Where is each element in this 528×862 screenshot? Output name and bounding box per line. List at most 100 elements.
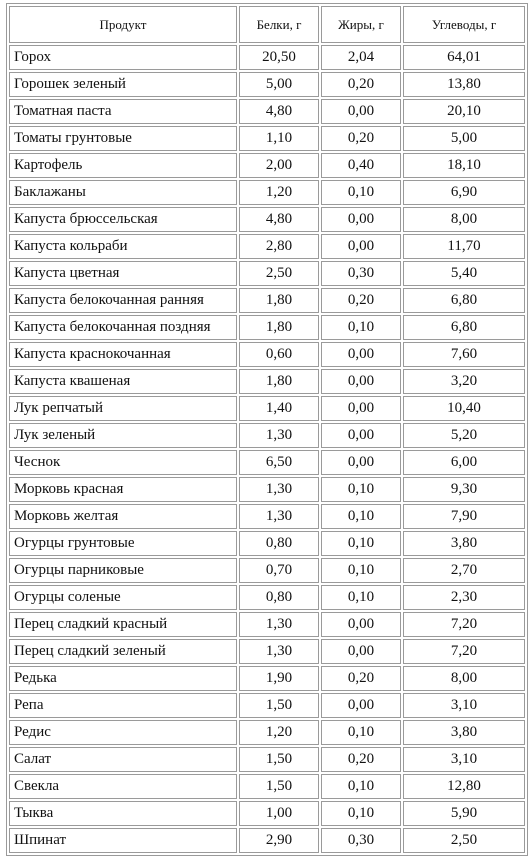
cell-carbs: 6,80 bbox=[403, 315, 525, 340]
table-row: Горошек зеленый 5,00 0,20 13,80 bbox=[9, 72, 525, 97]
table-row: Тыква 1,00 0,10 5,90 bbox=[9, 801, 525, 826]
cell-protein: 1,80 bbox=[239, 288, 319, 313]
cell-product: Репа bbox=[9, 693, 237, 718]
cell-product: Картофель bbox=[9, 153, 237, 178]
cell-carbs: 11,70 bbox=[403, 234, 525, 259]
cell-product: Перец сладкий зеленый bbox=[9, 639, 237, 664]
cell-fat: 0,00 bbox=[321, 234, 401, 259]
cell-fat: 0,00 bbox=[321, 450, 401, 475]
cell-carbs: 6,90 bbox=[403, 180, 525, 205]
cell-product: Лук репчатый bbox=[9, 396, 237, 421]
cell-protein: 1,80 bbox=[239, 315, 319, 340]
cell-carbs: 18,10 bbox=[403, 153, 525, 178]
cell-protein: 2,50 bbox=[239, 261, 319, 286]
cell-product: Салат bbox=[9, 747, 237, 772]
table-row: Шпинат 2,90 0,30 2,50 bbox=[9, 828, 525, 853]
cell-protein: 4,80 bbox=[239, 207, 319, 232]
header-row: Продукт Белки, г Жиры, г Углеводы, г bbox=[9, 6, 525, 43]
cell-carbs: 13,80 bbox=[403, 72, 525, 97]
cell-fat: 0,10 bbox=[321, 531, 401, 556]
table-row: Лук репчатый 1,40 0,00 10,40 bbox=[9, 396, 525, 421]
cell-carbs: 5,90 bbox=[403, 801, 525, 826]
cell-fat: 0,00 bbox=[321, 612, 401, 637]
cell-carbs: 7,20 bbox=[403, 639, 525, 664]
cell-fat: 0,00 bbox=[321, 693, 401, 718]
cell-fat: 0,10 bbox=[321, 477, 401, 502]
cell-product: Редька bbox=[9, 666, 237, 691]
cell-fat: 2,04 bbox=[321, 45, 401, 70]
cell-product: Морковь желтая bbox=[9, 504, 237, 529]
cell-product: Капуста краснокочанная bbox=[9, 342, 237, 367]
cell-protein: 2,90 bbox=[239, 828, 319, 853]
cell-carbs: 6,00 bbox=[403, 450, 525, 475]
cell-carbs: 2,30 bbox=[403, 585, 525, 610]
table-row: Морковь желтая 1,30 0,10 7,90 bbox=[9, 504, 525, 529]
cell-protein: 1,10 bbox=[239, 126, 319, 151]
cell-carbs: 3,80 bbox=[403, 531, 525, 556]
cell-protein: 6,50 bbox=[239, 450, 319, 475]
cell-carbs: 7,60 bbox=[403, 342, 525, 367]
cell-carbs: 2,70 bbox=[403, 558, 525, 583]
cell-product: Шпинат bbox=[9, 828, 237, 853]
cell-protein: 20,50 bbox=[239, 45, 319, 70]
cell-product: Капуста кольраби bbox=[9, 234, 237, 259]
cell-fat: 0,10 bbox=[321, 801, 401, 826]
header-fat: Жиры, г bbox=[321, 6, 401, 43]
cell-protein: 1,50 bbox=[239, 693, 319, 718]
cell-fat: 0,10 bbox=[321, 180, 401, 205]
cell-product: Огурцы соленые bbox=[9, 585, 237, 610]
table-row: Огурцы грунтовые 0,80 0,10 3,80 bbox=[9, 531, 525, 556]
table-row: Перец сладкий красный 1,30 0,00 7,20 bbox=[9, 612, 525, 637]
cell-protein: 1,00 bbox=[239, 801, 319, 826]
table-body: Горох 20,50 2,04 64,01 Горошек зеленый 5,00 0,… bbox=[9, 45, 525, 853]
cell-carbs: 5,00 bbox=[403, 126, 525, 151]
cell-protein: 1,90 bbox=[239, 666, 319, 691]
cell-fat: 0,20 bbox=[321, 126, 401, 151]
cell-carbs: 7,90 bbox=[403, 504, 525, 529]
cell-protein: 1,30 bbox=[239, 477, 319, 502]
table-row: Редис 1,20 0,10 3,80 bbox=[9, 720, 525, 745]
cell-protein: 1,30 bbox=[239, 612, 319, 637]
table-row: Чеснок 6,50 0,00 6,00 bbox=[9, 450, 525, 475]
cell-carbs: 3,80 bbox=[403, 720, 525, 745]
table-row: Свекла 1,50 0,10 12,80 bbox=[9, 774, 525, 799]
header-product: Продукт bbox=[9, 6, 237, 43]
cell-carbs: 2,50 bbox=[403, 828, 525, 853]
table-row: Салат 1,50 0,20 3,10 bbox=[9, 747, 525, 772]
cell-fat: 0,00 bbox=[321, 207, 401, 232]
cell-carbs: 6,80 bbox=[403, 288, 525, 313]
cell-fat: 0,00 bbox=[321, 396, 401, 421]
cell-protein: 2,00 bbox=[239, 153, 319, 178]
table-row: Капуста квашеная 1,80 0,00 3,20 bbox=[9, 369, 525, 394]
cell-fat: 0,10 bbox=[321, 504, 401, 529]
cell-protein: 0,80 bbox=[239, 531, 319, 556]
table-row: Огурцы соленые 0,80 0,10 2,30 bbox=[9, 585, 525, 610]
cell-fat: 0,00 bbox=[321, 639, 401, 664]
cell-protein: 1,30 bbox=[239, 504, 319, 529]
cell-carbs: 12,80 bbox=[403, 774, 525, 799]
cell-fat: 0,10 bbox=[321, 585, 401, 610]
table-row: Капуста белокочанная поздняя 1,80 0,10 6,80 bbox=[9, 315, 525, 340]
cell-product: Огурцы грунтовые bbox=[9, 531, 237, 556]
cell-protein: 4,80 bbox=[239, 99, 319, 124]
cell-product: Капуста брюссельская bbox=[9, 207, 237, 232]
cell-carbs: 9,30 bbox=[403, 477, 525, 502]
table-row: Капуста брюссельская 4,80 0,00 8,00 bbox=[9, 207, 525, 232]
cell-protein: 0,80 bbox=[239, 585, 319, 610]
cell-product: Горошек зеленый bbox=[9, 72, 237, 97]
cell-product: Томаты грунтовые bbox=[9, 126, 237, 151]
cell-carbs: 64,01 bbox=[403, 45, 525, 70]
cell-carbs: 3,20 bbox=[403, 369, 525, 394]
cell-protein: 0,70 bbox=[239, 558, 319, 583]
cell-fat: 0,20 bbox=[321, 72, 401, 97]
cell-product: Чеснок bbox=[9, 450, 237, 475]
cell-product: Тыква bbox=[9, 801, 237, 826]
cell-protein: 1,40 bbox=[239, 396, 319, 421]
cell-fat: 0,20 bbox=[321, 747, 401, 772]
cell-product: Капуста белокочанная ранняя bbox=[9, 288, 237, 313]
table-row: Баклажаны 1,20 0,10 6,90 bbox=[9, 180, 525, 205]
table-row: Томаты грунтовые 1,10 0,20 5,00 bbox=[9, 126, 525, 151]
cell-protein: 1,30 bbox=[239, 423, 319, 448]
cell-fat: 0,40 bbox=[321, 153, 401, 178]
table-row: Морковь красная 1,30 0,10 9,30 bbox=[9, 477, 525, 502]
